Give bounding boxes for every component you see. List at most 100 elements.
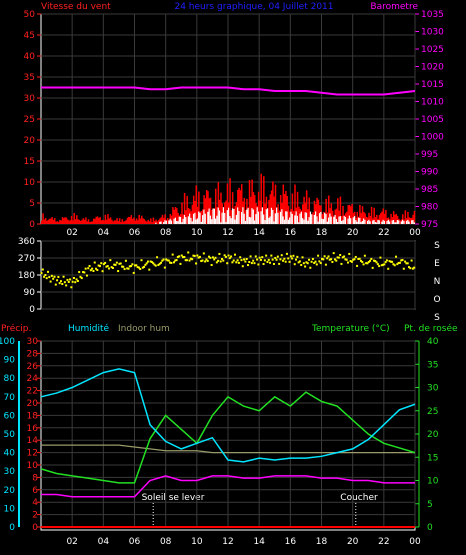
direction-point xyxy=(259,258,262,261)
wind-speed-bar xyxy=(146,221,148,224)
direction-point xyxy=(97,264,100,267)
wind-average-bar xyxy=(220,222,222,224)
direction-point xyxy=(269,261,272,264)
direction-point xyxy=(175,259,178,262)
wind-speed-bar xyxy=(73,212,75,224)
wind-speed-bar xyxy=(115,220,117,224)
wind-speed-bar xyxy=(382,208,385,224)
precip-y-tick-label: 20 xyxy=(27,399,39,409)
temp-y-tick-label: 40 xyxy=(427,337,439,347)
wind-speed-bar xyxy=(260,173,262,224)
direction-point xyxy=(237,261,240,264)
direction-point xyxy=(198,255,201,258)
wind-speed-bar xyxy=(143,219,146,224)
wind-speed-bar xyxy=(270,190,273,224)
direction-point xyxy=(170,261,173,264)
direction-point xyxy=(76,279,79,282)
wind-speed-bar xyxy=(370,206,373,224)
direction-point xyxy=(89,269,92,272)
wind-average-bar xyxy=(320,211,322,224)
wind-average-bar xyxy=(360,222,362,224)
direction-point xyxy=(345,258,348,261)
direction-point xyxy=(388,260,391,263)
precip-y-tick-label: 30 xyxy=(27,337,39,347)
wind-average-bar xyxy=(256,207,258,224)
direction-point xyxy=(70,286,73,289)
temp-y-tick-label: 35 xyxy=(427,360,438,370)
temp-x-tick-label: 14 xyxy=(253,537,265,547)
direction-point xyxy=(235,261,238,264)
wind-x-tick-label: 12 xyxy=(222,228,233,238)
dewpoint-label: Pt. de rosée xyxy=(404,323,458,334)
wind-average-bar xyxy=(189,213,191,224)
direction-point xyxy=(215,261,218,264)
wind-average-bar xyxy=(265,209,267,224)
direction-point xyxy=(240,259,243,262)
wind-average-bar xyxy=(231,208,234,224)
direction-point xyxy=(69,278,72,281)
direction-point xyxy=(382,263,385,266)
wind-speed-bar xyxy=(42,213,44,224)
wind-average-bar xyxy=(394,222,396,224)
direction-point xyxy=(272,262,275,265)
direction-point xyxy=(219,260,222,263)
wind-speed-bar xyxy=(120,222,122,224)
direction-point xyxy=(410,259,413,262)
wind-speed-bar xyxy=(373,207,375,224)
direction-point xyxy=(61,283,64,286)
wind-average-bar xyxy=(337,221,339,224)
wind-average-bar xyxy=(364,219,366,224)
wind-average-bar xyxy=(207,211,209,224)
precip-y-tick-label: 14 xyxy=(27,436,39,446)
direction-point xyxy=(193,254,196,257)
wind-speed-bar xyxy=(379,213,382,224)
wind-speed-bar xyxy=(108,218,111,224)
wind-x-tick-label: 04 xyxy=(98,228,110,238)
sunset-label: Coucher xyxy=(340,493,378,503)
wind-speed-bar xyxy=(65,217,68,224)
wind-y-tick-label: 45 xyxy=(24,31,35,41)
direction-point xyxy=(52,277,55,280)
direction-point xyxy=(105,265,108,268)
direction-point xyxy=(62,275,65,278)
direction-point xyxy=(144,263,147,266)
wind-average-bar xyxy=(318,213,321,224)
wind-average-bar xyxy=(347,218,349,224)
direction-point xyxy=(72,276,75,279)
wind-speed-bar xyxy=(296,191,299,224)
wind-speed-bar xyxy=(408,217,411,224)
wind-average-bar xyxy=(200,221,203,224)
humidity-y-tick-label: 70 xyxy=(4,393,16,403)
direction-point xyxy=(146,260,149,263)
direction-point xyxy=(340,262,343,265)
wind-speed-bar xyxy=(337,198,339,224)
wind-x-tick-label: 06 xyxy=(129,228,141,238)
wind-average-bar xyxy=(387,219,390,224)
wind-speed-bar xyxy=(312,212,314,224)
direction-point xyxy=(180,254,183,257)
direction-point xyxy=(271,258,274,261)
direction-point xyxy=(331,260,334,263)
wind-x-tick-label: 10 xyxy=(191,228,203,238)
wind-average-bar xyxy=(181,222,183,224)
direction-point xyxy=(282,259,285,262)
temp-x-tick-label: 16 xyxy=(285,537,297,547)
wind-average-bar xyxy=(174,217,177,224)
direction-point xyxy=(115,261,118,264)
direction-point xyxy=(158,262,161,265)
direction-point xyxy=(58,282,61,285)
wind-speed-bar xyxy=(118,218,121,224)
wind-average-bar xyxy=(352,217,354,224)
wind-speed-bar xyxy=(147,219,149,224)
wind-speed-bar xyxy=(308,197,311,224)
direction-point xyxy=(311,257,314,260)
direction-point xyxy=(362,263,365,266)
humidity-y-tick-label: 20 xyxy=(4,486,16,496)
direction-point xyxy=(326,257,329,260)
wind-speed-bar xyxy=(196,206,199,224)
wind-speed-bar xyxy=(342,205,344,224)
direction-point xyxy=(82,271,85,274)
barometer-y-tick-label: 995 xyxy=(421,150,438,160)
wind-speed-bar xyxy=(226,183,229,224)
direction-point xyxy=(84,267,87,270)
